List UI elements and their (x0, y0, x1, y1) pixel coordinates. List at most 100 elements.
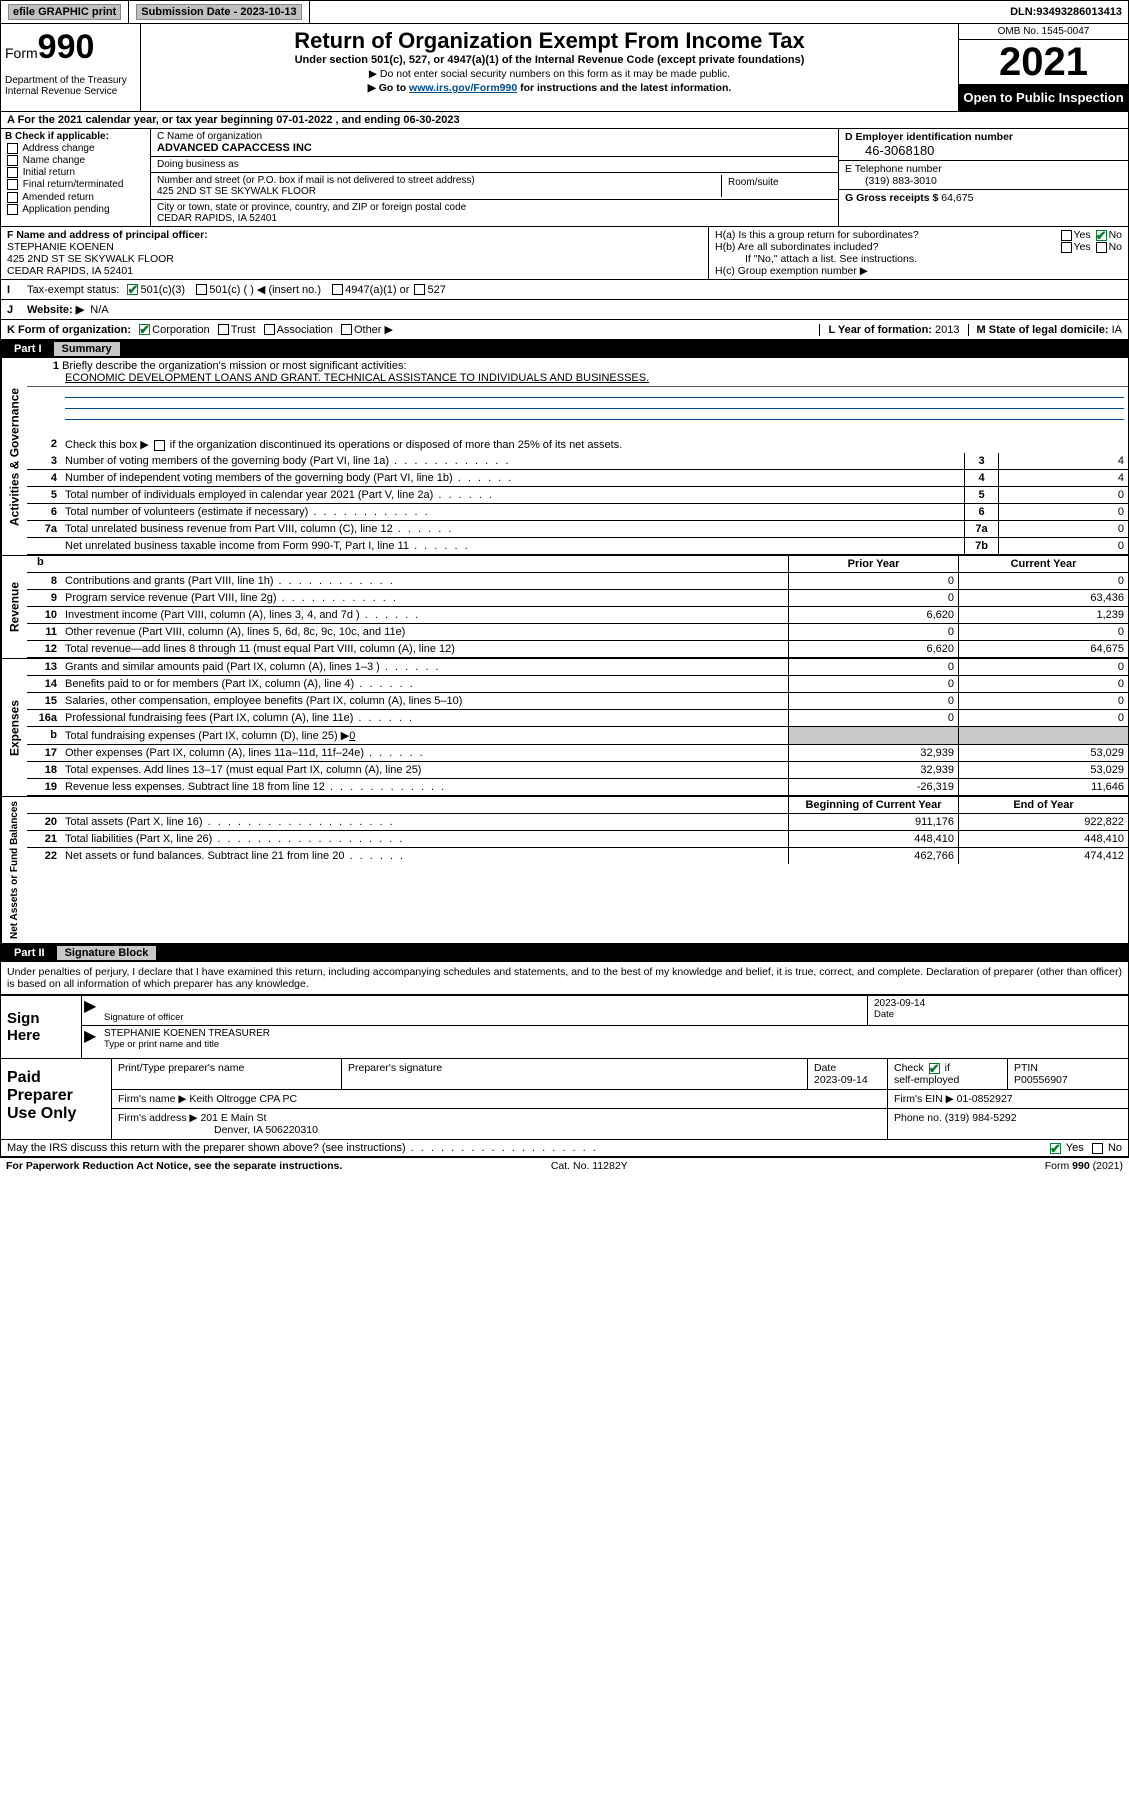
city-value: CEDAR RAPIDS, IA 52401 (157, 213, 832, 224)
officer-typed-name: STEPHANIE KOENEN TREASURER (104, 1028, 1122, 1039)
page-footer: For Paperwork Reduction Act Notice, see … (0, 1157, 1129, 1174)
form-title: Return of Organization Exempt From Incom… (145, 28, 954, 54)
hdr-current-year: Current Year (958, 556, 1128, 572)
chk-trust[interactable] (218, 324, 229, 335)
line2: Check this box ▶ if the organization dis… (61, 436, 1128, 453)
firm-name-label: Firm's name ▶ (118, 1093, 189, 1105)
line19-cy: 11,646 (958, 779, 1128, 795)
footer-left: For Paperwork Reduction Act Notice, see … (6, 1160, 342, 1172)
footer-catno: Cat. No. 11282Y (551, 1160, 628, 1172)
line13-text: Grants and similar amounts paid (Part IX… (61, 659, 788, 675)
hdr-prior-year: Prior Year (788, 556, 958, 572)
prep-date-hdr: Date (814, 1062, 836, 1074)
chk-discuss-no[interactable] (1092, 1143, 1103, 1154)
line5-text: Total number of individuals employed in … (61, 487, 964, 503)
ssn-note: ▶ Do not enter social security numbers o… (145, 68, 954, 80)
firm-addr2: Denver, IA 506220310 (118, 1124, 318, 1136)
col-C: C Name of organization ADVANCED CAPACCES… (151, 129, 838, 226)
chk-address-change[interactable]: Address change (5, 143, 146, 154)
omb-number: OMB No. 1545-0047 (959, 24, 1128, 40)
section-expenses: Expenses 13Grants and similar amounts pa… (0, 659, 1129, 797)
open-public-badge: Open to Public Inspection (959, 84, 1128, 111)
chk-discuss-yes[interactable] (1050, 1143, 1061, 1154)
officer-name: STEPHANIE KOENEN (7, 241, 702, 253)
chk-501c[interactable] (196, 284, 207, 295)
chk-527[interactable] (414, 284, 425, 295)
row-F-H: F Name and address of principal officer:… (0, 227, 1129, 280)
section-revenue: Revenue bPrior YearCurrent Year 8Contrib… (0, 556, 1129, 659)
chk-amended[interactable]: Amended return (5, 192, 146, 203)
chk-4947[interactable] (332, 284, 343, 295)
prep-name-hdr: Print/Type preparer's name (112, 1059, 342, 1089)
chk-self-employed[interactable] (929, 1063, 940, 1074)
chk-app-pending[interactable]: Application pending (5, 204, 146, 215)
line12-text: Total revenue—add lines 8 through 11 (mu… (61, 641, 788, 657)
sig-officer-label: Signature of officer (104, 1012, 861, 1023)
line9-py: 0 (788, 590, 958, 606)
side-exp: Expenses (1, 659, 27, 796)
year-formation: 2013 (935, 324, 959, 336)
Hb: H(b) Are all subordinates included? Yes … (715, 241, 1122, 253)
line13-cy: 0 (958, 659, 1128, 675)
chk-initial-return[interactable]: Initial return (5, 167, 146, 178)
E-label: E Telephone number (845, 163, 1122, 175)
line12-cy: 64,675 (958, 641, 1128, 657)
line22-py: 462,766 (788, 848, 958, 864)
side-rev: Revenue (1, 556, 27, 658)
submission-date-label: Submission Date - 2023-10-13 (136, 4, 301, 20)
line14-cy: 0 (958, 676, 1128, 692)
line17-py: 32,939 (788, 745, 958, 761)
line21-py: 448,410 (788, 831, 958, 847)
firm-addr-label: Firm's address ▶ (118, 1112, 200, 1124)
chk-corp[interactable] (139, 324, 150, 335)
line20-text: Total assets (Part X, line 16) (61, 814, 788, 830)
irs-link[interactable]: www.irs.gov/Form990 (409, 82, 517, 94)
goto-note: ▶ Go to www.irs.gov/Form990 for instruct… (145, 82, 954, 94)
line1-label: Briefly describe the organization's miss… (62, 360, 406, 372)
ptin-label: PTIN (1014, 1062, 1038, 1074)
chk-discontinued[interactable] (154, 440, 165, 451)
firm-phone-label: Phone no. (894, 1112, 945, 1124)
line17-cy: 53,029 (958, 745, 1128, 761)
side-na: Net Assets or Fund Balances (1, 797, 27, 943)
chk-assoc[interactable] (264, 324, 275, 335)
line21-cy: 448,410 (958, 831, 1128, 847)
line20-cy: 922,822 (958, 814, 1128, 830)
sig-date: 2023-09-14 (874, 998, 1122, 1009)
line7b-text: Net unrelated business taxable income fr… (61, 538, 964, 554)
form-number: Form990 (5, 28, 136, 67)
prep-sig-hdr: Preparer's signature (342, 1059, 808, 1089)
chk-other[interactable] (341, 324, 352, 335)
line9-text: Program service revenue (Part VIII, line… (61, 590, 788, 606)
line-A: A For the 2021 calendar year, or tax yea… (0, 112, 1129, 129)
part-II-bar: Part IISignature Block (0, 944, 1129, 962)
hdr-end-year: End of Year (958, 797, 1128, 813)
line7a-val: 0 (998, 521, 1128, 537)
mission-blank-lines (27, 397, 1128, 436)
prep-date: 2023-09-14 (814, 1074, 868, 1086)
chk-501c3[interactable] (127, 284, 138, 295)
paid-preparer-block: Paid Preparer Use Only Print/Type prepar… (0, 1059, 1129, 1140)
firm-ein-label: Firm's EIN ▶ (894, 1093, 957, 1105)
line15-cy: 0 (958, 693, 1128, 709)
line18-py: 32,939 (788, 762, 958, 778)
chk-final-return[interactable]: Final return/terminated (5, 179, 146, 190)
block-B-thru-G: B Check if applicable: Address change Na… (0, 129, 1129, 227)
officer-typed-label: Type or print name and title (104, 1039, 1122, 1050)
state-domicile: IA (1112, 324, 1122, 336)
efile-button[interactable]: efile GRAPHIC print (8, 4, 121, 20)
col-D-E-G: D Employer identification number 46-3068… (838, 129, 1128, 226)
form-subtitle: Under section 501(c), 527, or 4947(a)(1)… (145, 54, 954, 66)
prep-selfemp: Check ifself-employed (888, 1059, 1008, 1089)
tax-year: 2021 (959, 40, 1128, 84)
top-toolbar: efile GRAPHIC print Submission Date - 20… (0, 0, 1129, 24)
line11-py: 0 (788, 624, 958, 640)
dba-label: Doing business as (157, 159, 832, 170)
chk-name-change[interactable]: Name change (5, 155, 146, 166)
Ha: H(a) Is this a group return for subordin… (715, 229, 1122, 241)
B-label: B Check if applicable: (5, 131, 146, 142)
form-header: Form990 Department of the Treasury Inter… (0, 24, 1129, 112)
sign-here-block: Sign Here ▶ Signature of officer 2023-09… (0, 995, 1129, 1059)
line7b-val: 0 (998, 538, 1128, 554)
officer-addr1: 425 2ND ST SE SKYWALK FLOOR (7, 253, 702, 265)
